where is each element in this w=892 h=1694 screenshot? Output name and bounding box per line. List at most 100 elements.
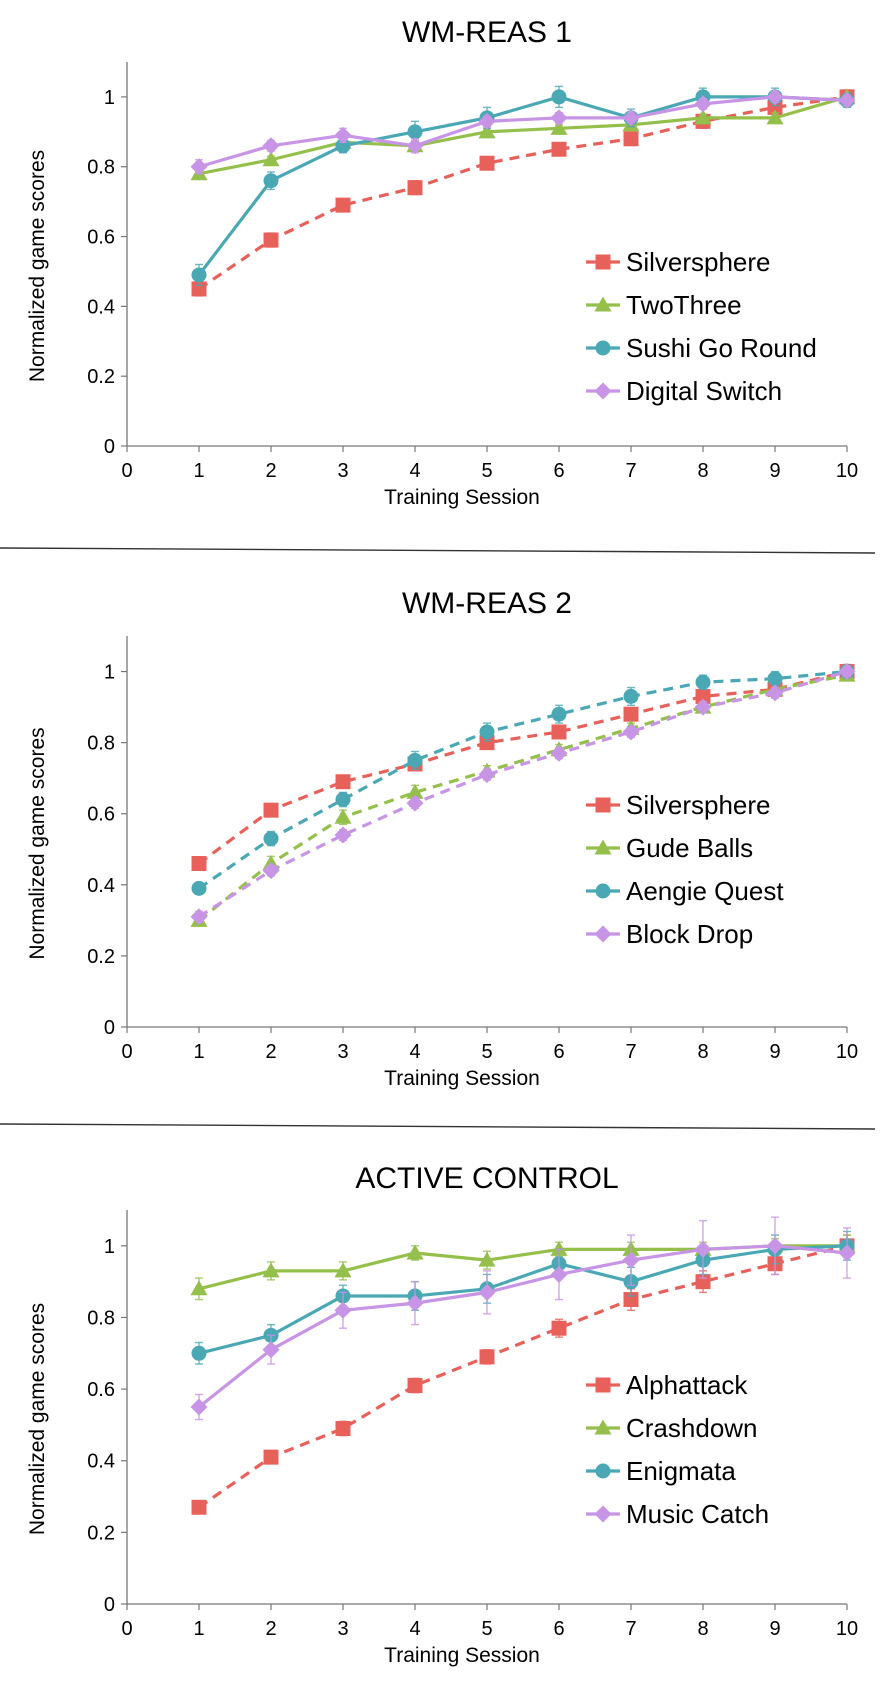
data-point (407, 1378, 423, 1394)
legend-item: Gude Balls (586, 833, 753, 863)
y-tick-label: 1 (104, 1236, 115, 1258)
data-point (479, 1349, 495, 1365)
data-point (191, 1499, 207, 1515)
legend-label: Block Drop (626, 919, 753, 949)
series-line (198, 670, 848, 919)
y-tick-label: 0.6 (87, 227, 115, 249)
legend-item: Alphattack (586, 1370, 748, 1400)
series-crashdown (190, 1234, 856, 1301)
data-point (478, 1251, 496, 1267)
data-point (406, 794, 424, 812)
y-tick-label: 0.2 (87, 1522, 115, 1544)
data-point (263, 232, 279, 248)
series-silversphere (191, 663, 855, 871)
series-aengie-quest (191, 664, 855, 896)
data-point (695, 674, 711, 690)
x-tick-label: 3 (337, 460, 348, 482)
data-point (694, 1240, 712, 1258)
y-tick-label: 0 (104, 436, 115, 458)
legend-marker (595, 254, 611, 270)
data-point (334, 1301, 352, 1319)
legend-label: Crashdown (626, 1413, 758, 1443)
legend-label: Silversphere (626, 247, 771, 277)
legend-label: Music Catch (626, 1499, 769, 1529)
legend-label: Enigmata (626, 1456, 736, 1486)
data-point (478, 112, 496, 130)
legend-marker (595, 1377, 611, 1393)
x-tick-label: 9 (769, 1041, 780, 1063)
y-tick-label: 0.4 (87, 875, 115, 897)
data-point (190, 908, 208, 926)
data-point (551, 1320, 567, 1336)
y-tick-label: 0 (104, 1594, 115, 1616)
data-point (263, 802, 279, 818)
y-axis-label: Normalized game scores (26, 727, 49, 959)
x-tick-label: 9 (769, 1618, 780, 1640)
data-point (407, 180, 423, 196)
y-tick-label: 0.2 (87, 366, 115, 388)
chart-2: WM-REAS 200.20.40.60.810 1 2 3 4 5 6 7 8 9 10Train… (26, 587, 858, 1090)
data-point (550, 119, 568, 135)
series-twothree (190, 88, 856, 181)
x-axis-label: Training Session (384, 486, 540, 509)
x-tick-label: 5 (481, 1618, 492, 1640)
data-point (263, 831, 279, 847)
series-line (198, 1244, 848, 1409)
x-axis-label: Training Session (384, 1067, 540, 1090)
data-point (262, 137, 280, 155)
legend-marker (595, 797, 611, 813)
y-axis-label: Normalized game scores (26, 150, 49, 382)
data-point (479, 155, 495, 171)
data-point (478, 123, 496, 139)
y-tick-label: 0.8 (87, 157, 115, 179)
legend-label: Sushi Go Round (626, 333, 817, 363)
x-tick-label: 1 (193, 1041, 204, 1063)
y-tick-label: 0.8 (87, 1307, 115, 1329)
data-point (407, 752, 423, 768)
series-line (198, 1244, 848, 1355)
data-point (334, 126, 352, 144)
x-tick-label: 6 (553, 460, 564, 482)
x-tick-label: 4 (409, 460, 420, 482)
x-tick-label: 1 (193, 460, 204, 482)
data-point (406, 137, 424, 155)
series-digital-switch (190, 88, 856, 176)
data-point (694, 109, 712, 125)
x-tick-label: 2 (265, 1041, 276, 1063)
legend-item: Digital Switch (586, 376, 782, 406)
y-tick-label: 0.8 (87, 733, 115, 755)
data-point (838, 1244, 856, 1262)
data-point (407, 124, 423, 140)
series-line (198, 95, 848, 169)
data-point (622, 723, 640, 741)
panel-divider (0, 547, 876, 554)
data-point (334, 808, 352, 824)
x-tick-label: 1 (193, 1618, 204, 1640)
legend-item: Silversphere (586, 790, 771, 820)
data-point (335, 197, 351, 213)
x-tick-label: 4 (409, 1618, 420, 1640)
y-tick-label: 0.2 (87, 946, 115, 968)
x-tick-label: 0 (121, 460, 132, 482)
legend-label: Aengie Quest (626, 876, 784, 906)
data-point (191, 1345, 207, 1361)
data-point (695, 688, 711, 704)
x-tick-label: 10 (836, 1041, 858, 1063)
x-tick-label: 6 (553, 1618, 564, 1640)
legend-label: Alphattack (626, 1370, 748, 1400)
series-line (198, 673, 848, 922)
legend-item: Aengie Quest (586, 876, 784, 906)
data-point (623, 706, 639, 722)
chart-title: WM-REAS 1 (402, 16, 572, 49)
legend-marker (595, 1463, 611, 1479)
series-music-catch (190, 1216, 856, 1421)
data-point (623, 688, 639, 704)
data-point (335, 774, 351, 790)
data-point (550, 1265, 568, 1283)
data-point (622, 109, 640, 127)
data-point (838, 91, 856, 109)
x-tick-label: 9 (769, 460, 780, 482)
data-point (335, 792, 351, 808)
chart-1: WM-REAS 100.20.40.60.810 1 2 3 4 5 6 7 8 9 10Train… (26, 16, 858, 509)
